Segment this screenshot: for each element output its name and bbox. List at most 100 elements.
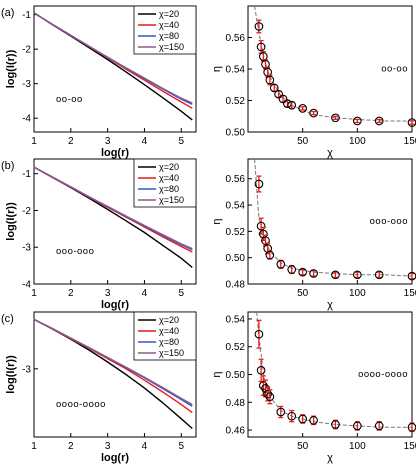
x-tick-label: 1 <box>31 136 37 147</box>
x-tick-label: 100 <box>349 136 366 147</box>
eta-panel-5: 50 100 150 0.46 0.48 0.50 0.52 0.54 χ η oooo-oooo <box>211 311 416 464</box>
x-tick-label: 5 <box>178 136 184 147</box>
data-point <box>258 381 268 390</box>
eta-panel-1: 50 100 150 0.50 0.52 0.54 0.56 χ η oo-oo <box>211 5 416 159</box>
data-point <box>331 420 340 429</box>
x-tick-label: 150 <box>404 288 416 299</box>
x-tick-label: 2 <box>68 441 74 452</box>
y-axis-label: log(I(r)) <box>5 202 17 241</box>
y-tick-label: -2 <box>22 206 31 217</box>
data-point <box>274 89 283 99</box>
panel-label: (b) <box>1 160 14 172</box>
legend-entry: χ=150 <box>159 42 184 52</box>
x-axis-label: χ <box>327 299 333 311</box>
axes-frame <box>33 5 197 133</box>
data-point <box>265 392 275 402</box>
data-point <box>352 116 362 126</box>
x-tick-label: 3 <box>105 288 111 299</box>
data-point <box>278 94 288 104</box>
y-tick-label: 0.56 <box>226 174 246 185</box>
y-tick-label: 0.52 <box>226 342 246 353</box>
loglog-panel-0: 1 2 3 4 5 -4 -3 -2 -1 log(r) log(I(r)) (a) oo-oo χ=20… <box>1 5 197 159</box>
data-point <box>265 75 275 85</box>
series-line-3 <box>33 318 193 406</box>
y-axis-label: log(I(r)) <box>5 49 17 88</box>
data-point <box>374 116 384 126</box>
y-tick-label: -3 <box>22 79 31 90</box>
y-axis-label: η <box>211 371 223 377</box>
data-point <box>254 329 264 339</box>
x-tick-label: 2 <box>68 136 74 147</box>
data-point <box>256 42 266 52</box>
y-tick-label: -4 <box>22 114 31 125</box>
legend-entry: χ=150 <box>159 348 184 358</box>
x-tick-label: 50 <box>297 136 309 147</box>
data-point <box>269 83 279 93</box>
y-tick-label: -1 <box>22 169 31 180</box>
axes-frame <box>247 158 413 285</box>
series-line-3 <box>33 166 193 250</box>
legend: χ=20χ=40χ=80χ=150 <box>133 158 197 208</box>
loglog-panel-2: 1 2 3 4 5 -4 -3 -2 -1 log(r) log(I(r)) (b) ooo-ooo χ=… <box>1 158 197 311</box>
y-tick-label: 0.54 <box>226 65 246 76</box>
legend: χ=20χ=40χ=80χ=150 <box>133 5 197 55</box>
y-tick-label: -2 <box>22 45 31 56</box>
data-point <box>276 407 286 417</box>
legend-entry: χ=80 <box>159 31 179 41</box>
x-tick-label: 3 <box>105 441 111 452</box>
data-point <box>258 52 268 61</box>
y-tick-label: 0.50 <box>226 128 246 139</box>
panel-annotation: ooo-ooo <box>56 246 94 257</box>
data-point <box>331 113 340 123</box>
legend-entry: χ=20 <box>159 315 179 325</box>
axes-frame <box>33 311 197 438</box>
panel-label: (a) <box>1 7 14 19</box>
legend-entry: χ=150 <box>159 195 184 205</box>
legend-entry: χ=80 <box>159 337 179 347</box>
x-tick-label: 1 <box>31 288 37 299</box>
data-point <box>352 421 362 431</box>
legend-entry: χ=20 <box>159 162 179 172</box>
y-tick-label: -3 <box>22 364 31 375</box>
y-axis-label: log(I(r)) <box>5 355 17 394</box>
x-tick-label: 3 <box>105 136 111 147</box>
x-tick-label: 1 <box>31 441 37 452</box>
data-point <box>261 236 270 245</box>
x-tick-label: 50 <box>297 441 309 452</box>
data-point <box>374 270 384 280</box>
data-point <box>309 269 318 278</box>
x-tick-label: 4 <box>142 136 148 147</box>
data-point <box>287 265 297 274</box>
legend-entry: χ=40 <box>159 326 179 336</box>
x-axis-label: log(r) <box>101 147 129 159</box>
x-tick-label: 5 <box>178 441 184 452</box>
legend-entry: χ=20 <box>159 9 179 19</box>
y-tick-label: 0.54 <box>226 201 246 212</box>
x-tick-label: 150 <box>404 136 416 147</box>
y-tick-label: 0.50 <box>226 370 246 381</box>
data-point <box>287 100 297 110</box>
y-tick-label: 0.46 <box>226 426 246 437</box>
data-point <box>331 270 340 280</box>
data-point <box>254 22 264 31</box>
x-tick-label: 5 <box>178 288 184 299</box>
y-tick-label: 0.56 <box>226 33 246 44</box>
x-axis-label: χ <box>327 452 333 464</box>
y-tick-label: 0.52 <box>226 96 246 107</box>
x-axis-label: χ <box>327 147 333 159</box>
data-point <box>298 414 308 424</box>
y-tick-label: -4 <box>22 280 31 291</box>
x-tick-label: 100 <box>349 288 366 299</box>
panel-annotation: oo-oo <box>381 64 408 75</box>
legend: χ=20χ=40χ=80χ=150 <box>133 311 197 361</box>
data-point <box>256 365 266 375</box>
x-tick-label: 100 <box>349 441 366 452</box>
loglog-panel-4: 1 2 3 4 5-3log(r)log(I(r))(c)oooo-ooooχ=20χ=… <box>1 311 197 464</box>
data-point <box>254 179 264 189</box>
y-tick-label: 0.54 <box>226 314 246 325</box>
x-tick-label: 2 <box>68 288 74 299</box>
data-point <box>309 108 318 118</box>
data-point <box>256 221 266 231</box>
x-tick-label: 4 <box>142 288 148 299</box>
data-point <box>261 384 270 393</box>
